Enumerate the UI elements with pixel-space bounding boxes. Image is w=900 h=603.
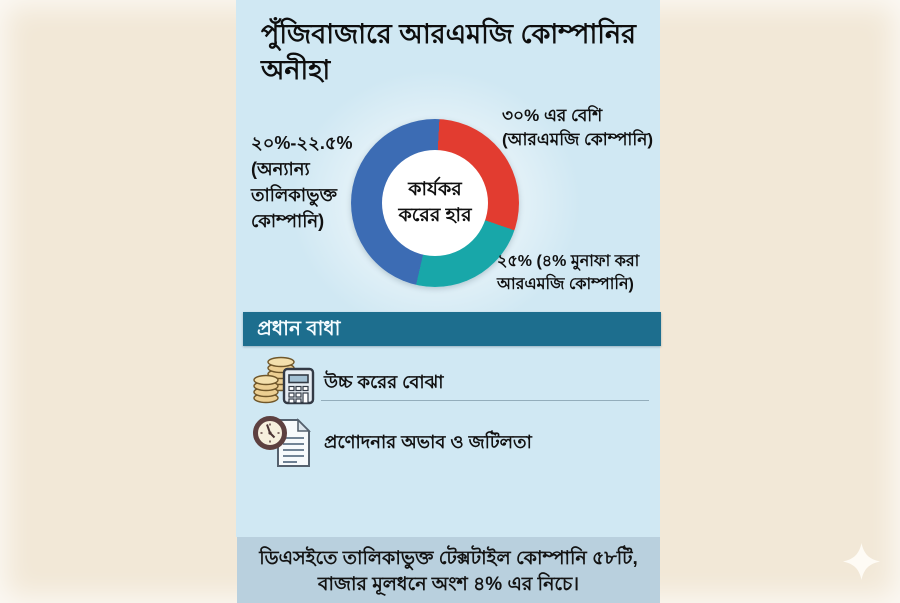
clock-document-icon <box>253 416 311 467</box>
segment-label-rmg-profit: ২৫% (৪% মুনাফা করা আরএমজি কোম্পানি) <box>497 250 662 296</box>
segment-label-other-listed: ২০%-২২.৫% (অন্যান্য তালিকাভুক্ত কোম্পানি… <box>251 130 356 234</box>
segment-label-rmg-line1: ৩০% এর বেশি <box>502 106 603 125</box>
segment-label-rmg-profit-line2: আরএমজি কোম্পানি) <box>497 276 634 293</box>
donut-center-label: কার্যকর করের হার <box>351 119 519 287</box>
segment-label-rmg-profit-line1: ২৫% (৪% মুনাফা করা <box>497 253 640 270</box>
donut-hole <box>382 150 488 256</box>
list-item-high-tax: উচ্চ করের বোঝা <box>253 355 653 405</box>
sparkle-icon <box>843 543 880 580</box>
list-divider <box>321 400 649 401</box>
segment-label-other-line2: (অন্যান্য <box>251 159 310 179</box>
donut-chart <box>351 119 519 287</box>
coins-calculator-icon <box>253 356 315 405</box>
footer-note-line1: ডিএসইতে তালিকাভুক্ত টেক্সটাইল কোম্পানি ৫… <box>259 548 638 569</box>
list-item-incentives-label: প্রণোদনার অভাব ও জটিলতা <box>324 432 532 452</box>
obstacles-header: প্রধান বাধা <box>243 312 661 346</box>
list-item-incentives: প্রণোদনার অভাব ও জটিলতা <box>253 412 653 472</box>
segment-label-other-line3: তালিকাভুক্ত <box>251 185 337 205</box>
main-panel: পুঁজিবাজারে আরএমজি কোম্পানির অনীহা কার্য… <box>236 0 662 537</box>
page-title: পুঁজিবাজারে আরএমজি কোম্পানির অনীহা <box>261 19 636 85</box>
donut-center-line1: কার্যকর <box>408 179 462 200</box>
footer-note: ডিএসইতে তালিকাভুক্ত টেক্সটাইল কোম্পানি ৫… <box>237 537 660 603</box>
donut-center-line2: করের হার <box>398 205 472 226</box>
segment-label-rmg: ৩০% এর বেশি (আরএমজি কোম্পানি) <box>502 104 662 152</box>
footer-note-line2: বাজার মূলধনে অংশ ৪% এর নিচে। <box>317 574 580 595</box>
list-item-high-tax-label: উচ্চ করের বোঝা <box>324 372 444 392</box>
segment-label-other-line1: ২০%-২২.৫% <box>251 133 353 153</box>
segment-label-other-line4: কোম্পানি) <box>251 211 325 231</box>
segment-label-rmg-line2: (আরএমজি কোম্পানি) <box>502 130 654 149</box>
